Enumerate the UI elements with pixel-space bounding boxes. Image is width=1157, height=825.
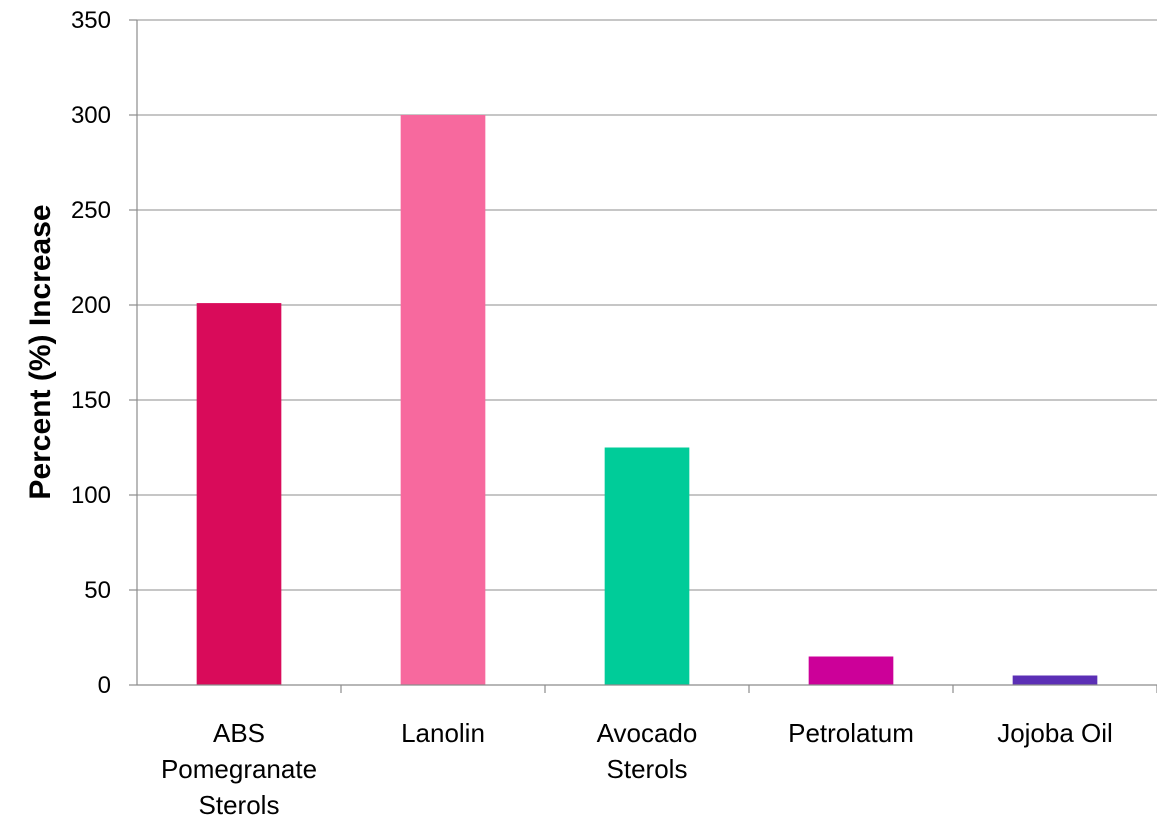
y-tick-label: 50 — [84, 577, 111, 604]
y-tick-label: 150 — [71, 387, 111, 414]
x-category-label: Petrolatum — [788, 718, 914, 748]
gridlines — [137, 19, 1157, 591]
x-category-label: ABS Pomegranate Sterols — [161, 718, 317, 820]
x-category-label: Lanolin — [401, 718, 485, 748]
x-category-labels: ABS Pomegranate Sterols Lanolin Avocado Stero… — [161, 718, 1113, 820]
y-tick-label: 100 — [71, 482, 111, 509]
y-tick-label: 300 — [71, 102, 111, 129]
y-tick-label: 0 — [98, 672, 111, 699]
x-category-label: Avocado Sterols — [597, 718, 698, 784]
bar — [604, 447, 690, 685]
bar — [196, 303, 282, 685]
y-tick-label: 250 — [71, 197, 111, 224]
y-tick-labels: 0 50 100 150 200 250 300 350 — [71, 7, 111, 699]
x-category-label: Jojoba Oil — [997, 718, 1113, 748]
axes — [129, 19, 1157, 693]
bar — [1012, 675, 1098, 685]
bars — [196, 115, 1098, 685]
y-tick-label: 200 — [71, 292, 111, 319]
y-axis-title: Percent (%) Increase — [24, 204, 57, 499]
y-tick-label: 350 — [71, 7, 111, 34]
bar — [808, 656, 894, 685]
bar — [400, 115, 486, 685]
